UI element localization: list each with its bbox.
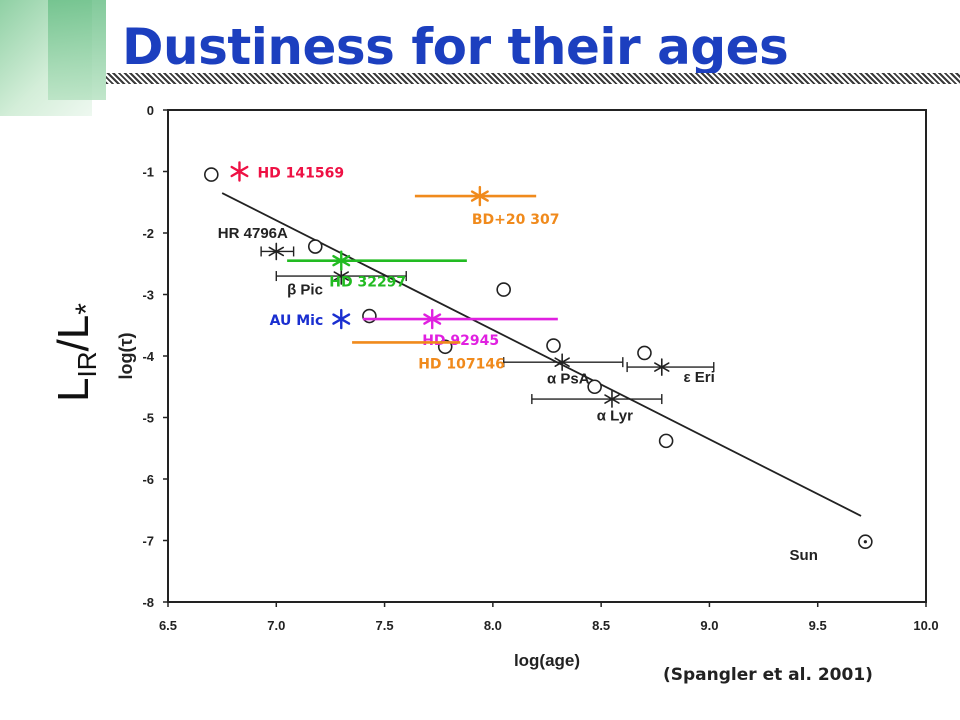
data-point-circle	[307, 239, 323, 254]
star-stroke	[470, 190, 489, 202]
title-underline-pattern	[106, 73, 960, 84]
plot-border	[167, 109, 927, 603]
slide-title: Dustiness for their ages	[122, 18, 789, 76]
star-stroke	[333, 271, 349, 281]
data-point-circle	[658, 433, 674, 449]
x-tick-label: 8.0	[484, 618, 502, 633]
star-stroke	[554, 357, 570, 367]
point-label: β Pic	[287, 282, 323, 299]
y-tick-label: -1	[142, 165, 154, 180]
x-tick-label: 9.5	[809, 618, 827, 633]
overlay-label: HD 141569	[257, 166, 344, 182]
x-tick-label: 7.5	[376, 618, 394, 633]
y-tick-label: -5	[142, 411, 154, 426]
star-stroke	[268, 246, 285, 257]
data-point-circle	[362, 308, 377, 324]
data-point-circle	[637, 345, 652, 361]
luminosity-ratio-label: LIR/L*	[49, 303, 103, 402]
point-label: ε Eri	[683, 369, 714, 386]
y-axis-label: log(τ)	[116, 332, 136, 379]
y-tick-label: -2	[142, 226, 154, 241]
fit-line	[221, 192, 862, 517]
point-label: HR 4796A	[218, 225, 288, 242]
svg-text:LIR/L*: LIR/L*	[49, 303, 103, 402]
point-label: α Lyr	[597, 408, 633, 425]
star-stroke	[423, 313, 442, 325]
x-tick-label: 9.0	[700, 618, 718, 633]
overlay-star	[230, 161, 249, 182]
data-marks: HR 4796A β Pic α PsA α Lyr ε Eri Sun	[204, 167, 873, 564]
y-tick-label: -3	[142, 288, 154, 303]
x-tick-label: 8.5	[592, 618, 610, 633]
point-label: α PsA	[547, 371, 590, 388]
data-point-star	[654, 358, 670, 376]
plot-area	[167, 109, 927, 603]
overlay-label: AU Mic	[270, 313, 324, 329]
data-point-circle	[587, 379, 602, 395]
ratio-L2: L	[49, 315, 98, 339]
overlay-label: HD 92945	[422, 333, 499, 349]
ratio-L1: L	[49, 378, 98, 402]
data-point-circle	[546, 338, 561, 353]
y-tick-label: 0	[147, 103, 154, 118]
star-stroke	[332, 254, 351, 267]
data-point-circle	[204, 167, 219, 182]
overlay-star	[423, 308, 442, 330]
citation-caption: (Spangler et al. 2001)	[663, 665, 873, 685]
overlay-star	[470, 185, 489, 207]
overlay-label: BD+20 307	[472, 212, 560, 228]
sun-symbol-dot	[863, 540, 867, 544]
star-stroke	[604, 394, 620, 404]
y-tick-label: -6	[142, 472, 154, 487]
star-stroke	[332, 313, 351, 325]
corner-decoration-inner	[48, 0, 106, 100]
y-tick-label: -8	[142, 595, 154, 610]
y-tick-label: -4	[142, 349, 154, 364]
x-tick-label: 6.5	[159, 618, 177, 633]
axes: 6.5 7.0 7.5 8.0 8.5 9.0 9.5 10.0 0 -1 -2 -3 -4 -5 -6 -7…	[116, 103, 939, 670]
star-stroke	[654, 362, 670, 372]
overlay-star	[332, 250, 351, 271]
y-tick-label: -7	[142, 534, 154, 549]
ratio-slash: /	[49, 339, 98, 352]
data-point-star	[554, 353, 570, 371]
point-label: Sun	[790, 547, 818, 564]
data-point-star	[604, 390, 620, 408]
overlay-label: HD 32297	[329, 275, 406, 291]
x-tick-label: 10.0	[913, 618, 938, 633]
data-point-star	[268, 242, 285, 261]
ratio-sub: IR	[72, 352, 102, 378]
ratio-star: *	[70, 303, 103, 315]
star-stroke	[230, 165, 249, 178]
overlay-label: HD 107146	[418, 356, 505, 372]
overlay-annotations: HD 141569 BD+20 307 HD 32297 AU Mic HD 92945…	[230, 161, 560, 372]
overlay-star	[332, 308, 351, 330]
x-tick-label: 7.0	[267, 618, 285, 633]
x-axis-label: log(age)	[514, 651, 580, 670]
data-point-circle	[496, 282, 511, 297]
